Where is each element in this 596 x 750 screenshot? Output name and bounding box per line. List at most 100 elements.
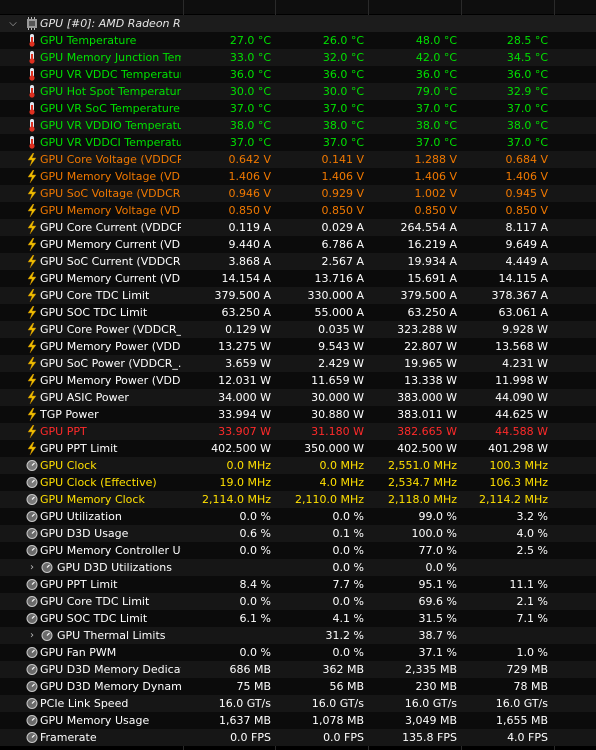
maximum-value: 38.0 °C xyxy=(415,119,457,132)
minimum-value: 330.000 A xyxy=(307,289,364,302)
row-background xyxy=(0,338,596,355)
sensor-row[interactable]: GPU Core Power (VDDCR_... 0.129 W 0.035 W 3… xyxy=(0,321,596,338)
maximum-value: 95.1 % xyxy=(418,578,457,591)
sensor-row[interactable]: GPU SoC Voltage (VDDCR... 0.946 V 0.929 V 1… xyxy=(0,185,596,202)
minimum-value: 362 MB xyxy=(322,663,364,676)
minimum-value: 37.0 °C xyxy=(322,136,364,149)
sensor-row[interactable]: GPU SOC TDC Limit 63.250 A 55.000 A 63.250 … xyxy=(0,304,596,321)
current-value: 0.946 V xyxy=(228,187,271,200)
sensor-row[interactable]: GPU VR SoC Temperature 37.0 °C 37.0 °C 37.0… xyxy=(0,100,596,117)
row-background xyxy=(0,457,596,474)
current-value: 33.0 °C xyxy=(229,51,271,64)
sensor-row[interactable]: GPU Memory Junction Tem... 33.0 °C 32.0 °C… xyxy=(0,49,596,66)
minimum-value: 4.1 % xyxy=(332,612,364,625)
sensor-group-row[interactable]: › GPU Thermal Limits 31.2 % 38.7 % xyxy=(0,627,596,644)
current-value: 12.031 W xyxy=(218,374,271,387)
current-value: 33.994 W xyxy=(218,408,271,421)
current-value: 14.154 A xyxy=(221,272,271,285)
sensor-row[interactable]: GPU Core TDC Limit 379.500 A 330.000 A 379.… xyxy=(0,287,596,304)
sensor-row[interactable]: GPU PPT Limit 402.500 W 350.000 W 402.500 W… xyxy=(0,440,596,457)
current-value: 0.850 V xyxy=(228,204,271,217)
sensor-row[interactable]: Framerate 0.0 FPS 0.0 FPS 135.8 FPS 4.0 FPS xyxy=(0,729,596,746)
maximum-value: 37.0 °C xyxy=(415,102,457,115)
row-background xyxy=(0,712,596,729)
sensor-row[interactable]: GPU D3D Memory Dedicated 686 MB 362 MB 2,33… xyxy=(0,661,596,678)
sensor-row[interactable]: PCIe Link Speed 16.0 GT/s 16.0 GT/s 16.0 GT… xyxy=(0,695,596,712)
sensor-name: Framerate xyxy=(40,731,97,744)
sensor-row[interactable]: GPU Core TDC Limit 0.0 % 0.0 % 69.6 % 2.1 % xyxy=(0,593,596,610)
average-value: 4.0 % xyxy=(516,527,548,540)
lightning-icon xyxy=(26,356,38,371)
minimum-value: 0.1 % xyxy=(332,527,364,540)
current-value: 2,114.0 MHz xyxy=(201,493,271,506)
expand-chevron-icon[interactable]: › xyxy=(30,630,34,641)
sensor-row[interactable]: GPU Memory Controller Uti... 0.0 % 0.0 % 77… xyxy=(0,542,596,559)
average-value: 16.0 GT/s xyxy=(495,697,548,710)
sensor-row[interactable]: GPU Memory Power (VDDIO) 13.275 W 9.543 W 2… xyxy=(0,338,596,355)
sensor-row[interactable]: GPU Memory Voltage (VDD... 1.406 V 1.406 V… xyxy=(0,168,596,185)
sensor-name: GPU SoC Power (VDDCR_... xyxy=(40,357,181,370)
expand-chevron-icon[interactable]: › xyxy=(30,562,34,573)
sensor-row[interactable]: GPU Utilization 0.0 % 0.0 % 99.0 % 3.2 % xyxy=(0,508,596,525)
sensor-row[interactable]: GPU Hot Spot Temperature 30.0 °C 30.0 °C 79… xyxy=(0,83,596,100)
sensor-row[interactable]: GPU Memory Current (VD... 14.154 A 13.716 … xyxy=(0,270,596,287)
sensor-row[interactable]: GPU Clock 0.0 MHz 0.0 MHz 2,551.0 MHz 100.3 … xyxy=(0,457,596,474)
minimum-value: 30.880 W xyxy=(311,408,364,421)
current-value: 33.907 W xyxy=(218,425,271,438)
sensor-row[interactable]: GPU PPT 33.907 W 31.180 W 382.665 W 44.588 W xyxy=(0,423,596,440)
collapse-chevron-icon[interactable]: ⌵ xyxy=(9,18,17,29)
minimum-value: 0.0 % xyxy=(332,595,364,608)
sensor-row[interactable]: GPU SOC TDC Limit 6.1 % 4.1 % 31.5 % 7.1 % xyxy=(0,610,596,627)
clock-gauge-icon xyxy=(26,476,38,489)
average-value: 44.090 W xyxy=(495,391,548,404)
device-header-row[interactable]: ⌵ GPU [#0]: AMD Radeon R... xyxy=(0,15,596,32)
sensor-row[interactable]: GPU SoC Power (VDDCR_... 3.659 W 2.429 W 19… xyxy=(0,355,596,372)
average-value: 0.945 V xyxy=(505,187,548,200)
row-background xyxy=(0,644,596,661)
sensor-row[interactable]: GPU Memory Current (VD... 9.440 A 6.786 A 1… xyxy=(0,236,596,253)
maximum-value: 37.0 °C xyxy=(415,136,457,149)
sensor-row[interactable]: GPU D3D Usage 0.6 % 0.1 % 100.0 % 4.0 % xyxy=(0,525,596,542)
row-background xyxy=(0,185,596,202)
sensor-row[interactable]: GPU VR VDDCI Temperature 37.0 °C 37.0 °C 37… xyxy=(0,134,596,151)
sensor-group-row[interactable]: › GPU D3D Utilizations 0.0 % 0.0 % xyxy=(0,559,596,576)
minimum-value: 30.0 °C xyxy=(322,85,364,98)
sensor-row[interactable]: GPU Fan PWM 0.0 % 0.0 % 37.1 % 1.0 % xyxy=(0,644,596,661)
sensor-row[interactable]: GPU PPT Limit 8.4 % 7.7 % 95.1 % 11.1 % xyxy=(0,576,596,593)
minimum-value: 55.000 A xyxy=(314,306,364,319)
sensor-row[interactable]: GPU SoC Current (VDDCR... 3.868 A 2.567 A 1… xyxy=(0,253,596,270)
sensor-row[interactable]: GPU Memory Voltage (VDD... 0.850 V 0.850 V… xyxy=(0,202,596,219)
average-value: 9.649 A xyxy=(505,238,548,251)
sensor-row[interactable]: GPU Clock (Effective) 19.0 MHz 4.0 MHz 2,53… xyxy=(0,474,596,491)
sensor-row[interactable]: GPU Temperature 27.0 °C 26.0 °C 48.0 °C 28.5… xyxy=(0,32,596,49)
minimum-value: 11.659 W xyxy=(311,374,364,387)
average-value: 11.1 % xyxy=(509,578,548,591)
sensor-row[interactable]: GPU Memory Clock 2,114.0 MHz 2,110.0 MHz 2,… xyxy=(0,491,596,508)
gauge-icon xyxy=(26,578,38,591)
lightning-icon xyxy=(26,169,38,184)
row-background xyxy=(0,542,596,559)
current-value: 0.0 % xyxy=(239,646,271,659)
maximum-value: 379.500 A xyxy=(400,289,457,302)
sensor-row[interactable]: GPU VR VDDC Temperature 36.0 °C 36.0 °C 36.… xyxy=(0,66,596,83)
sensor-name: GPU PPT Limit xyxy=(40,578,118,591)
sensor-row[interactable]: GPU Core Voltage (VDDCR... 0.642 V 0.141 V… xyxy=(0,151,596,168)
current-value: 27.0 °C xyxy=(229,34,271,47)
maximum-value: 16.219 A xyxy=(407,238,457,251)
sensor-row[interactable]: GPU Core Current (VDDCR... 0.119 A 0.029 A… xyxy=(0,219,596,236)
average-value: 78 MB xyxy=(513,680,548,693)
sensor-name: GPU Utilization xyxy=(40,510,122,523)
minimum-value: 350.000 W xyxy=(304,442,364,455)
sensor-row[interactable]: GPU VR VDDIO Temperature 38.0 °C 38.0 °C 38… xyxy=(0,117,596,134)
average-value: 44.588 W xyxy=(495,425,548,438)
current-value: 379.500 A xyxy=(214,289,271,302)
sensor-name: GPU Temperature xyxy=(40,34,137,47)
sensor-row[interactable]: GPU D3D Memory Dynamic 75 MB 56 MB 230 MB 78… xyxy=(0,678,596,695)
sensor-row[interactable]: GPU Memory Power (VDD... 12.031 W 11.659 W… xyxy=(0,372,596,389)
sensor-row[interactable]: TGP Power 33.994 W 30.880 W 383.011 W 44.625… xyxy=(0,406,596,423)
sensor-row[interactable]: GPU Memory Usage 1,637 MB 1,078 MB 3,049 MB… xyxy=(0,712,596,729)
sensor-name: GPU Memory Current (VD... xyxy=(40,272,181,285)
maximum-value: 2,335 MB xyxy=(404,663,457,676)
thermometer-icon xyxy=(26,34,38,47)
sensor-row[interactable]: GPU ASIC Power 34.000 W 30.000 W 383.000 W 4… xyxy=(0,389,596,406)
